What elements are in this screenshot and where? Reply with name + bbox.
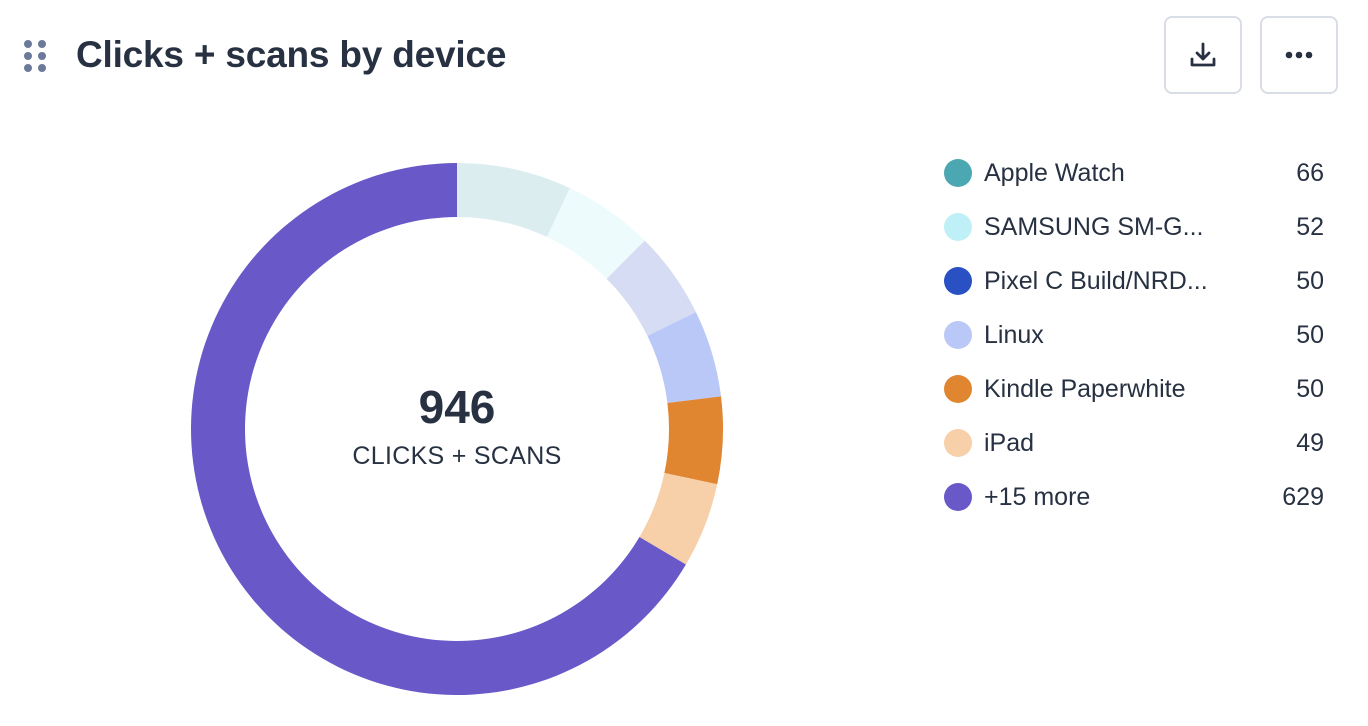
legend-value: 50 xyxy=(1296,374,1324,403)
donut-slice[interactable] xyxy=(639,473,718,565)
legend-item[interactable]: Apple Watch 66 xyxy=(944,146,1324,200)
donut-slice[interactable] xyxy=(647,312,721,404)
donut-chart: 946 CLICKS + SCANS xyxy=(190,162,724,696)
legend-swatch xyxy=(944,429,972,457)
legend-label: iPad xyxy=(984,428,1035,457)
chart-title: Clicks + scans by device xyxy=(76,34,507,75)
legend-value: 50 xyxy=(1296,266,1324,295)
legend-item[interactable]: iPad 49 xyxy=(944,416,1324,470)
total-value: 946 xyxy=(418,381,496,433)
legend-label: Apple Watch xyxy=(984,158,1125,187)
legend-value: 52 xyxy=(1296,212,1324,241)
legend-item[interactable]: Linux 50 xyxy=(944,308,1324,362)
legend-item[interactable]: +15 more 629 xyxy=(944,470,1324,524)
legend-label: SAMSUNG SM-G... xyxy=(984,212,1204,241)
total-label: CLICKS + SCANS xyxy=(352,442,562,470)
chart-legend: Apple Watch 66 SAMSUNG SM-G... 52 Pixel C Bu… xyxy=(944,146,1324,524)
legend-swatch xyxy=(944,375,972,403)
donut-slice[interactable] xyxy=(606,240,696,336)
legend-value: 49 xyxy=(1296,428,1324,457)
legend-label: Kindle Paperwhite xyxy=(984,374,1186,403)
legend-value: 629 xyxy=(1282,482,1324,511)
legend-value: 66 xyxy=(1296,158,1324,187)
legend-swatch xyxy=(944,267,972,295)
legend-label: Pixel C Build/NRD... xyxy=(984,266,1208,295)
donut-slice[interactable] xyxy=(664,396,723,485)
donut-slice[interactable] xyxy=(546,188,645,279)
donut-slice[interactable] xyxy=(457,163,570,238)
download-icon xyxy=(1190,42,1216,67)
legend-swatch xyxy=(944,213,972,241)
legend-label: +15 more xyxy=(984,482,1091,511)
download-button[interactable] xyxy=(1164,16,1242,94)
legend-swatch xyxy=(944,321,972,349)
legend-value: 50 xyxy=(1296,320,1324,349)
legend-label: Linux xyxy=(984,320,1044,349)
legend-swatch xyxy=(944,159,972,187)
legend-item[interactable]: SAMSUNG SM-G... 52 xyxy=(944,200,1324,254)
legend-swatch xyxy=(944,483,972,511)
drag-handle-icon[interactable] xyxy=(24,40,48,72)
more-options-button[interactable] xyxy=(1260,16,1338,94)
more-horizontal-icon xyxy=(1285,51,1313,59)
legend-item[interactable]: Pixel C Build/NRD... 50 xyxy=(944,254,1324,308)
legend-item[interactable]: Kindle Paperwhite 50 xyxy=(944,362,1324,416)
